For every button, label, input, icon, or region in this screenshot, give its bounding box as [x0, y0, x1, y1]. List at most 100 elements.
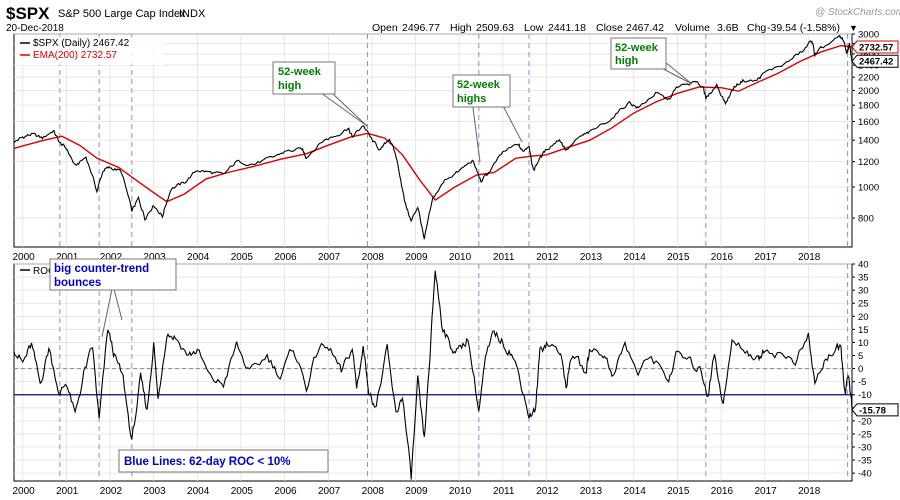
roc-x-tick-label: 2016	[711, 486, 734, 497]
roc-y-tick-label: 15	[858, 325, 869, 336]
roc-legend-label: ROC	[33, 266, 55, 277]
roc-y-tick-label: 40	[858, 260, 869, 271]
price-y-tick-label: 3000	[858, 30, 879, 41]
high-value: 2509.63	[476, 22, 514, 34]
roc-y-tick-label: 20	[858, 312, 869, 323]
last-value-tags: 2732.57 2467.42 -15.78	[851, 40, 899, 417]
callout-line-2: high	[615, 55, 638, 67]
price-x-tick-label: 2010	[449, 252, 472, 263]
roc-x-tick-label: 2002	[100, 486, 123, 497]
price-last-value-box	[851, 54, 899, 68]
roc-x-tick-label: 2018	[798, 486, 821, 497]
callout-line-1: 52-week	[615, 42, 659, 54]
price-x-tick-label: 2001	[56, 252, 79, 263]
high-label: High	[450, 22, 472, 34]
roc-y-tick-label: -30	[858, 443, 872, 454]
price-x-tick-label: 2005	[231, 252, 254, 263]
price-legend-label: $SPX (Daily) 2467.42	[33, 38, 130, 49]
price-x-tick-label: 2000	[12, 252, 35, 263]
ema-last-value-box	[851, 40, 899, 54]
volume-value: 3.6B	[717, 22, 739, 34]
price-x-tick-label: 2012	[536, 252, 559, 263]
callout-line-2: highs	[457, 93, 486, 105]
close-label: Close	[596, 22, 623, 34]
callout-line-2: bounces	[54, 277, 101, 289]
price-last-value: 2467.42	[859, 57, 893, 68]
price-line	[13, 34, 853, 240]
symbol: $SPX	[6, 4, 50, 23]
roc-x-tick-label: 2015	[667, 486, 690, 497]
roc-x-tick-label: 2001	[56, 486, 79, 497]
callout-2011-highs: 52-week highs	[452, 74, 523, 163]
roc-x-tick-label: 2008	[362, 486, 385, 497]
price-y-tick-label: 2200	[858, 73, 879, 84]
roc-last-value: -15.78	[859, 405, 886, 416]
price-x-tick-label: 2006	[274, 252, 297, 263]
roc-y-tick-label: -20	[858, 416, 872, 427]
roc-y-tick-label: 0	[858, 364, 863, 375]
roc-x-tick-label: 2005	[231, 486, 254, 497]
index-name: S&P 500 Large Cap Index	[58, 8, 186, 20]
price-y-tick-label: 1800	[858, 101, 879, 112]
roc-x-tick-label: 2012	[536, 486, 559, 497]
roc-x-tick-label: 2004	[187, 486, 210, 497]
roc-x-tick-label: 2013	[580, 486, 603, 497]
roc-y-tick-label: -5	[858, 377, 866, 388]
roc-last-value-box	[851, 403, 899, 417]
price-x-tick-label: 2017	[754, 252, 777, 263]
price-x-tick-label: 2016	[711, 252, 734, 263]
ema-last-value: 2732.57	[859, 43, 893, 54]
ema-line	[13, 44, 853, 203]
roc-line	[13, 270, 853, 480]
callout-box	[452, 74, 511, 108]
roc-y-tick-label: -10	[858, 390, 872, 401]
price-x-tick-label: 2013	[580, 252, 603, 263]
roc-x-tick-label: 2003	[143, 486, 166, 497]
price-x-tick-label: 2008	[362, 252, 385, 263]
volume-label: Volume	[675, 22, 710, 34]
price-x-tick-label: 2002	[100, 252, 123, 263]
chart-date: 20-Dec-2018	[6, 23, 64, 34]
roc-y-tick-label: 10	[858, 338, 869, 349]
roc-x-tick-label: 2009	[405, 486, 428, 497]
callout-line-1: 52-week	[457, 79, 501, 91]
roc-y-tick-label: 35	[858, 273, 869, 284]
roc-y-tick-label: -35	[858, 456, 872, 467]
exchange: INDX	[179, 8, 206, 20]
price-y-tick-label: 800	[858, 214, 874, 225]
roc-x-tick-label: 2007	[318, 486, 341, 497]
down-arrow-icon: ▼	[849, 23, 858, 33]
roc-x-tick-label: 2000	[12, 486, 35, 497]
price-x-tick-label: 2011	[493, 252, 515, 263]
roc-y-tick-label: 5	[858, 351, 863, 362]
price-x-tick-label: 2004	[187, 252, 210, 263]
roc-y-tick-label: 30	[858, 286, 869, 297]
price-y-tick-label: 2000	[858, 86, 879, 97]
open-label: Open	[372, 22, 398, 34]
price-x-tick-label: 2014	[624, 252, 647, 263]
callout-box	[610, 37, 667, 70]
price-x-tick-label: 2018	[798, 252, 821, 263]
roc-x-tick-label: 2014	[624, 486, 647, 497]
roc-x-tick-label: 2006	[274, 486, 297, 497]
close-value: 2467.42	[626, 22, 664, 34]
callout-2007-high: 52-week high	[272, 61, 368, 127]
callout-2015-high: 52-week high	[610, 37, 693, 85]
callout-line-1: 52-week	[278, 66, 322, 78]
low-label: Low	[524, 22, 544, 34]
roc-x-tick-label: 2011	[493, 486, 515, 497]
chg-value: -39.54 (-1.58%)	[767, 22, 840, 34]
price-y-tick-label: 1400	[858, 136, 879, 147]
watermark: @ StockCharts.com	[815, 7, 900, 18]
callout-line-2: high	[278, 80, 301, 92]
price-x-axis: 2000 2001 2002 2003 2004 2005 2006 2007 2008 2009…	[12, 252, 820, 263]
callout-box	[49, 258, 177, 291]
roc-y-tick-label: -40	[858, 469, 872, 480]
roc-y-tick-label: -25	[858, 429, 872, 440]
roc-x-tick-label: 2017	[754, 486, 777, 497]
roc-x-tick-label: 2010	[449, 486, 472, 497]
price-y-tick-label: 1000	[858, 183, 879, 194]
callout-text: Blue Lines: 62-day ROC < 10%	[124, 456, 291, 468]
price-y-tick-label: 1200	[858, 157, 879, 168]
